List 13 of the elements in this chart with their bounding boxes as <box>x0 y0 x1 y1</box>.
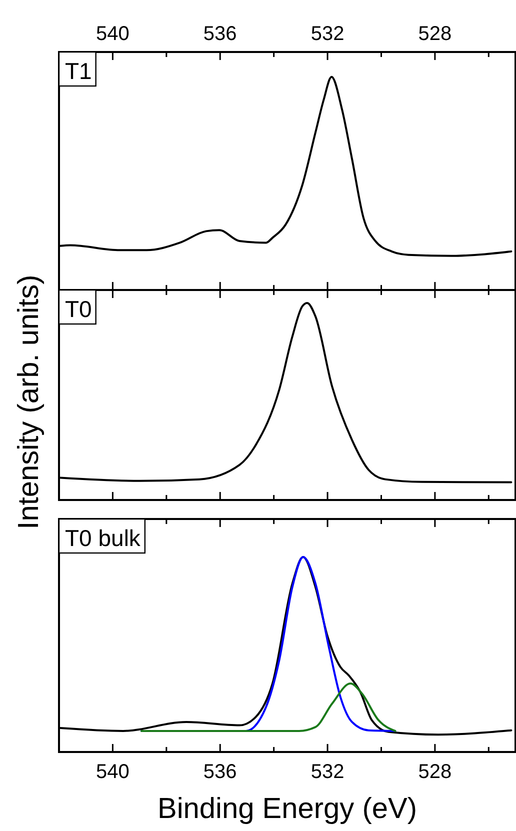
x-tick-label: 532 <box>310 761 344 783</box>
y-axis-title: Intensity (arb. units) <box>13 274 45 530</box>
annotation: T0 <box>65 296 92 322</box>
x2-tick-label: 536 <box>203 23 237 45</box>
x-axis-title: Binding Energy (eV) <box>157 793 418 825</box>
annotation: T1 <box>65 58 92 84</box>
x2-tick-label: 528 <box>418 23 452 45</box>
text: T0 bulk <box>65 525 141 551</box>
x-tick-label: 540 <box>96 761 130 783</box>
x2-tick-label: 532 <box>310 23 344 45</box>
x2-tick-label: 540 <box>96 23 130 45</box>
x-tick-label: 528 <box>418 761 452 783</box>
x-tick-label: 536 <box>203 761 237 783</box>
